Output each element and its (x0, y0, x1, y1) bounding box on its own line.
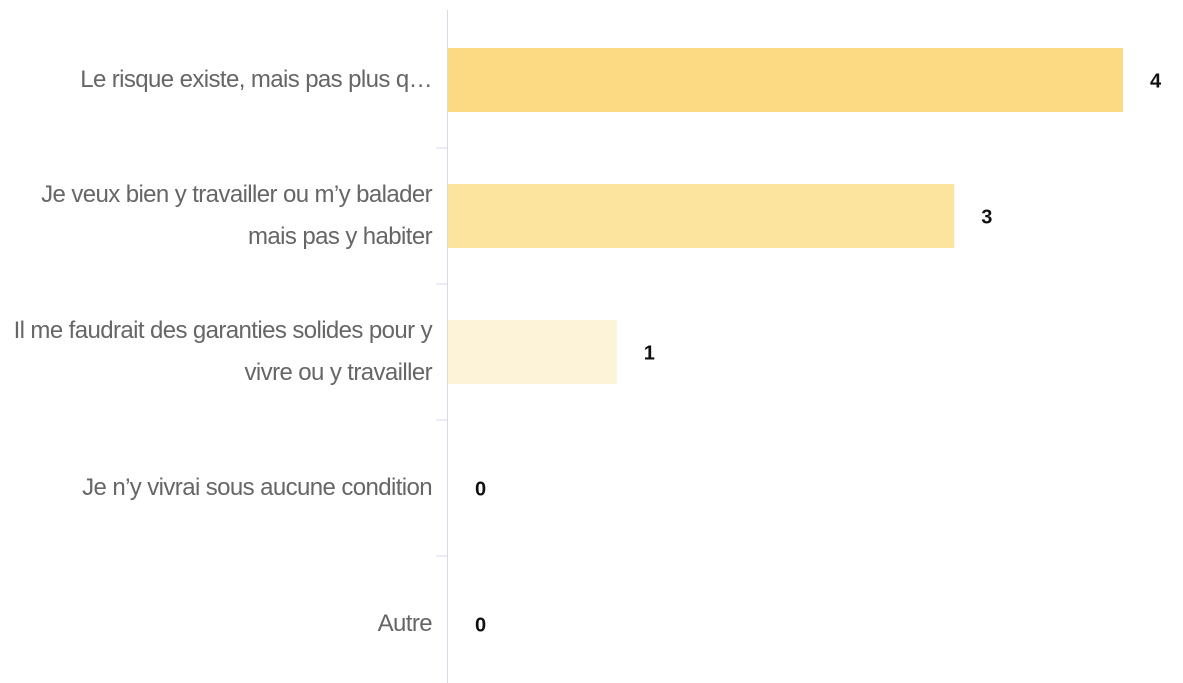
value-label: 1 (644, 342, 655, 364)
value-label: 3 (981, 206, 992, 228)
category-label: Je veux bien y travailler ou m’y balader… (41, 181, 432, 250)
bar (448, 184, 955, 248)
value-label: 0 (475, 614, 486, 636)
bar (448, 48, 1123, 112)
category-label: Autre (377, 610, 433, 637)
category-label: Il me faudrait des garanties solides pou… (13, 317, 433, 386)
value-label: 0 (475, 478, 486, 500)
value-label: 4 (1150, 70, 1162, 92)
category-label: Le risque existe, mais pas plus q… (80, 66, 432, 93)
bar (448, 320, 617, 384)
category-label: Je n’y vivrai sous aucune condition (82, 474, 432, 501)
